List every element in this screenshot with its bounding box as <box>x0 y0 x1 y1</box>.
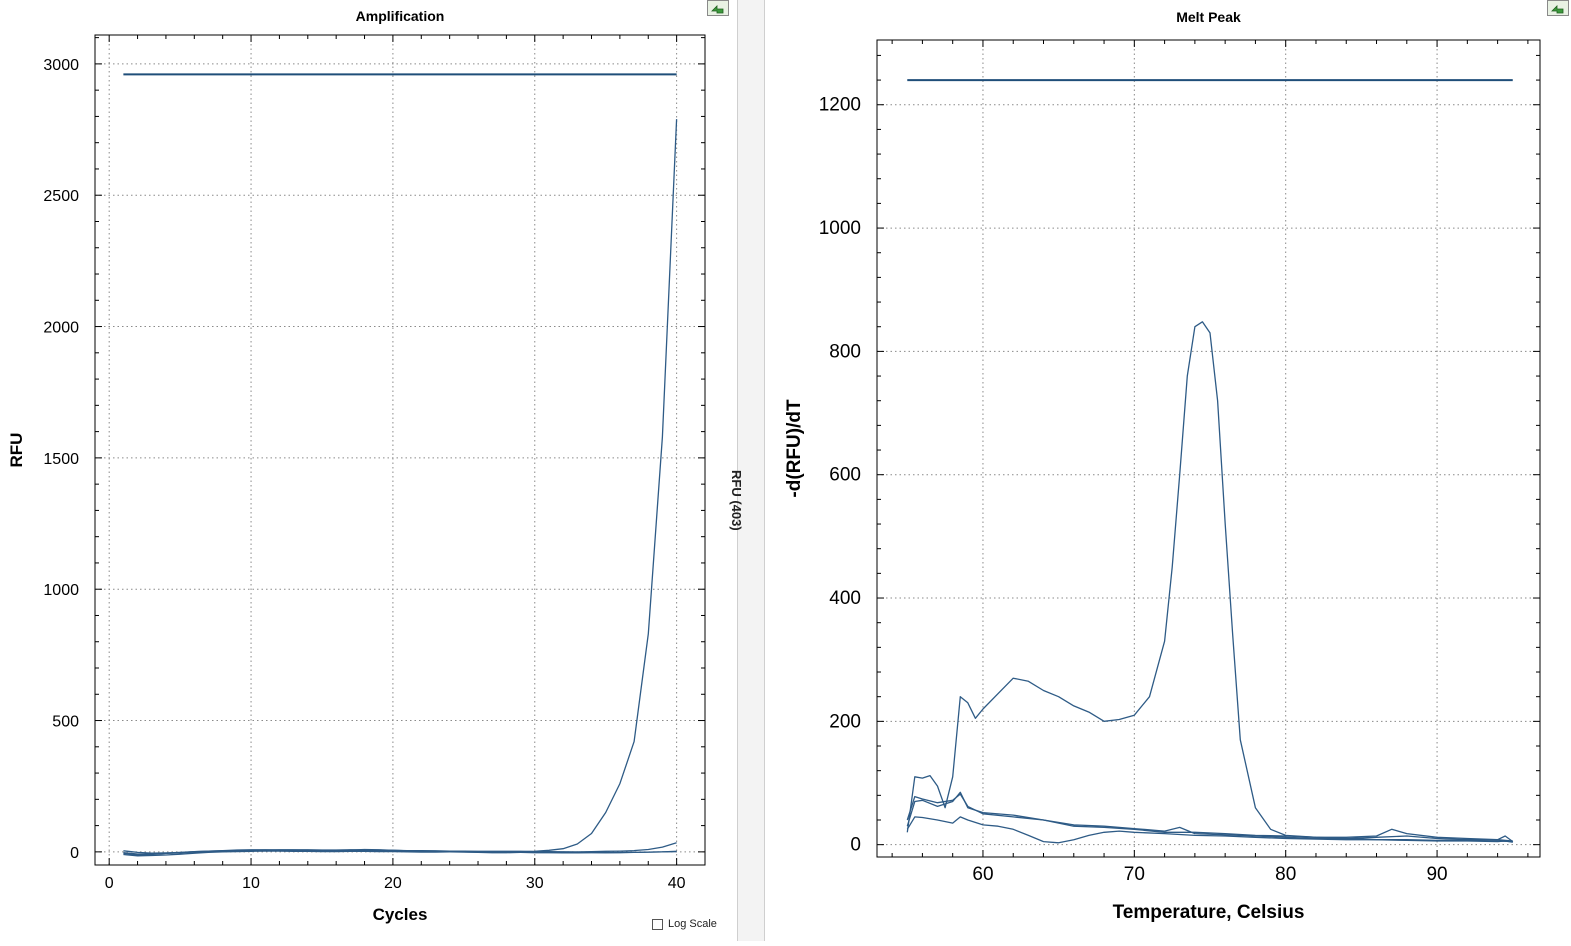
y-tick-label: 200 <box>829 711 861 732</box>
y-tick-label: 800 <box>829 341 861 362</box>
x-tick-label: 30 <box>526 875 544 892</box>
y-tick-label: 2500 <box>43 188 79 205</box>
amplification-export-button[interactable] <box>707 0 729 16</box>
series-line-1 <box>906 321 1513 842</box>
melt-peak-panel: 0 200 400 600 800 1000 1200 60 70 80 90 Melt Peak Te… <box>765 0 1571 941</box>
x-tick-label: 90 <box>1426 864 1447 885</box>
y-tick-label: 1500 <box>43 451 79 468</box>
splitter-label: RFU (403) <box>729 470 744 531</box>
x-axis-title: Temperature, Celsius <box>1113 902 1305 923</box>
x-tick-label: 70 <box>1124 864 1145 885</box>
chart-title: Amplification <box>356 8 445 24</box>
series-line-1 <box>123 119 678 856</box>
log-scale-checkbox[interactable] <box>652 918 663 930</box>
y-tick-label: 500 <box>52 714 79 731</box>
y-tick-label: 400 <box>829 588 861 609</box>
plot-frame <box>876 39 1541 858</box>
x-tick-label: 0 <box>105 875 114 892</box>
amplification-panel: 0 500 1000 1500 2000 2500 3000 0 10 20 30 40 Amplifi… <box>0 0 737 941</box>
y-axis-title: RFU <box>7 433 26 468</box>
series-line-4 <box>123 848 677 854</box>
y-tick-label: 1000 <box>819 218 861 239</box>
amplification-chart: 0 500 1000 1500 2000 2500 3000 0 10 20 30 40 Amplifi… <box>7 8 706 924</box>
y-tick-label: 1200 <box>819 95 861 116</box>
log-scale-label: Log Scale <box>668 918 717 930</box>
x-tick-label: 60 <box>972 864 993 885</box>
y-tick-label: 0 <box>70 845 79 862</box>
y-tick-label: 1000 <box>43 582 79 599</box>
y-tick-label: 600 <box>829 465 861 486</box>
export-arrow-icon <box>711 5 724 14</box>
x-axis-title: Cycles <box>373 905 428 924</box>
y-tick-label: 0 <box>850 835 861 856</box>
y-tick-label: 3000 <box>43 57 79 74</box>
export-arrow-icon <box>1551 5 1564 14</box>
y-tick-label: 2000 <box>43 320 79 337</box>
x-tick-label: 80 <box>1275 864 1296 885</box>
chart-title: Melt Peak <box>1176 9 1241 25</box>
melt-peak-chart: 0 200 400 600 800 1000 1200 60 70 80 90 Melt Peak Te… <box>784 9 1541 923</box>
melt-export-button[interactable] <box>1547 0 1569 16</box>
y-axis-title: -d(RFU)/dT <box>784 399 805 498</box>
log-scale-toggle[interactable]: Log Scale <box>652 918 717 930</box>
plot-frame <box>94 34 706 866</box>
x-tick-label: 20 <box>384 875 402 892</box>
x-tick-label: 40 <box>668 875 686 892</box>
panel-splitter[interactable] <box>737 0 765 941</box>
series-line-3 <box>906 793 1513 843</box>
series-line-4 <box>906 816 1513 844</box>
x-tick-label: 10 <box>242 875 260 892</box>
